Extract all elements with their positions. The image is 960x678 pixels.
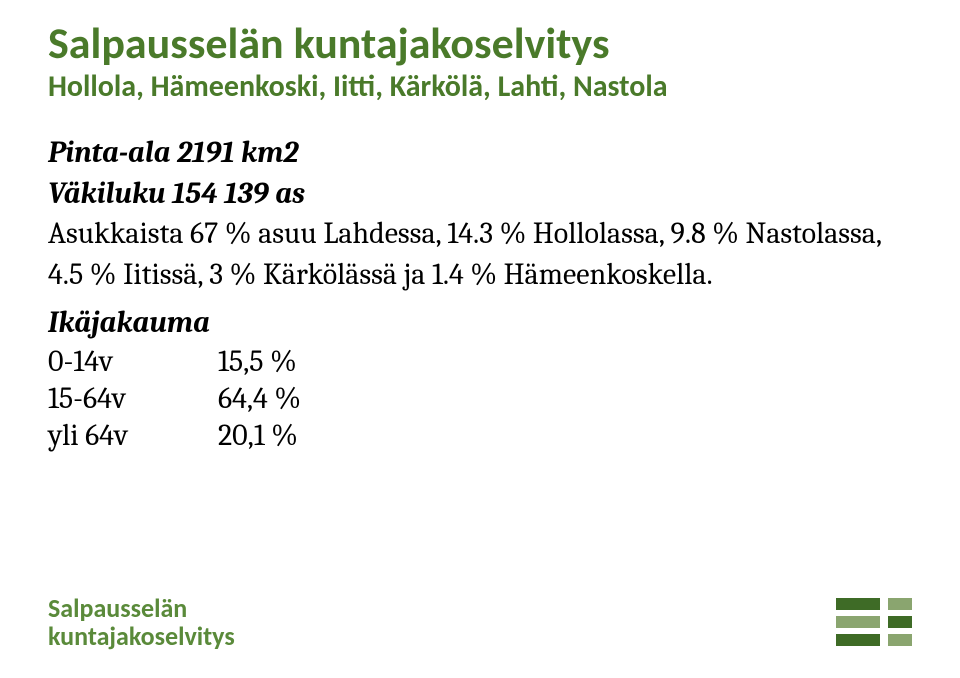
age-pct-0: 15,5 % — [218, 344, 301, 381]
footer-bars-icon — [836, 598, 912, 646]
age-distribution-label: Ikäjakauma — [48, 305, 912, 340]
footer-logo-text: Salpausselän kuntajakoselvitys — [48, 595, 235, 650]
age-range-1: 15-64v — [48, 381, 218, 418]
bar-r1-c1 — [836, 598, 880, 610]
page-title: Salpausselän kuntajakoselvitys — [48, 20, 912, 66]
bar-r2-c2 — [888, 616, 912, 628]
table-row: 15-64v 64,4 % — [48, 381, 301, 418]
table-row: 0-14v 15,5 % — [48, 344, 301, 381]
age-pct-2: 20,1 % — [218, 418, 301, 455]
age-pct-1: 64,4 % — [218, 381, 301, 418]
footer-line-1: Salpausselän — [48, 595, 235, 622]
slide: Salpausselän kuntajakoselvitys Hollola, … — [0, 0, 960, 678]
bar-r1-c2 — [888, 598, 912, 610]
bar-r3-c1 — [836, 634, 880, 646]
bar-r3-c2 — [888, 634, 912, 646]
age-range-2: yli 64v — [48, 418, 218, 455]
page-subtitle: Hollola, Hämeenkoski, Iitti, Kärkölä, La… — [48, 68, 912, 105]
distribution-line: Asukkaista 67 % asuu Lahdessa, 14.3 % Ho… — [48, 214, 912, 295]
age-range-0: 0-14v — [48, 344, 218, 381]
population-line: Väkiluku 154 139 as — [48, 174, 912, 215]
bar-r2-c1 — [836, 616, 880, 628]
area-line: Pinta-ala 2191 km2 — [48, 133, 912, 174]
age-table: 0-14v 15,5 % 15-64v 64,4 % yli 64v 20,1 … — [48, 344, 301, 455]
table-row: yli 64v 20,1 % — [48, 418, 301, 455]
footer-line-2: kuntajakoselvitys — [48, 623, 235, 650]
